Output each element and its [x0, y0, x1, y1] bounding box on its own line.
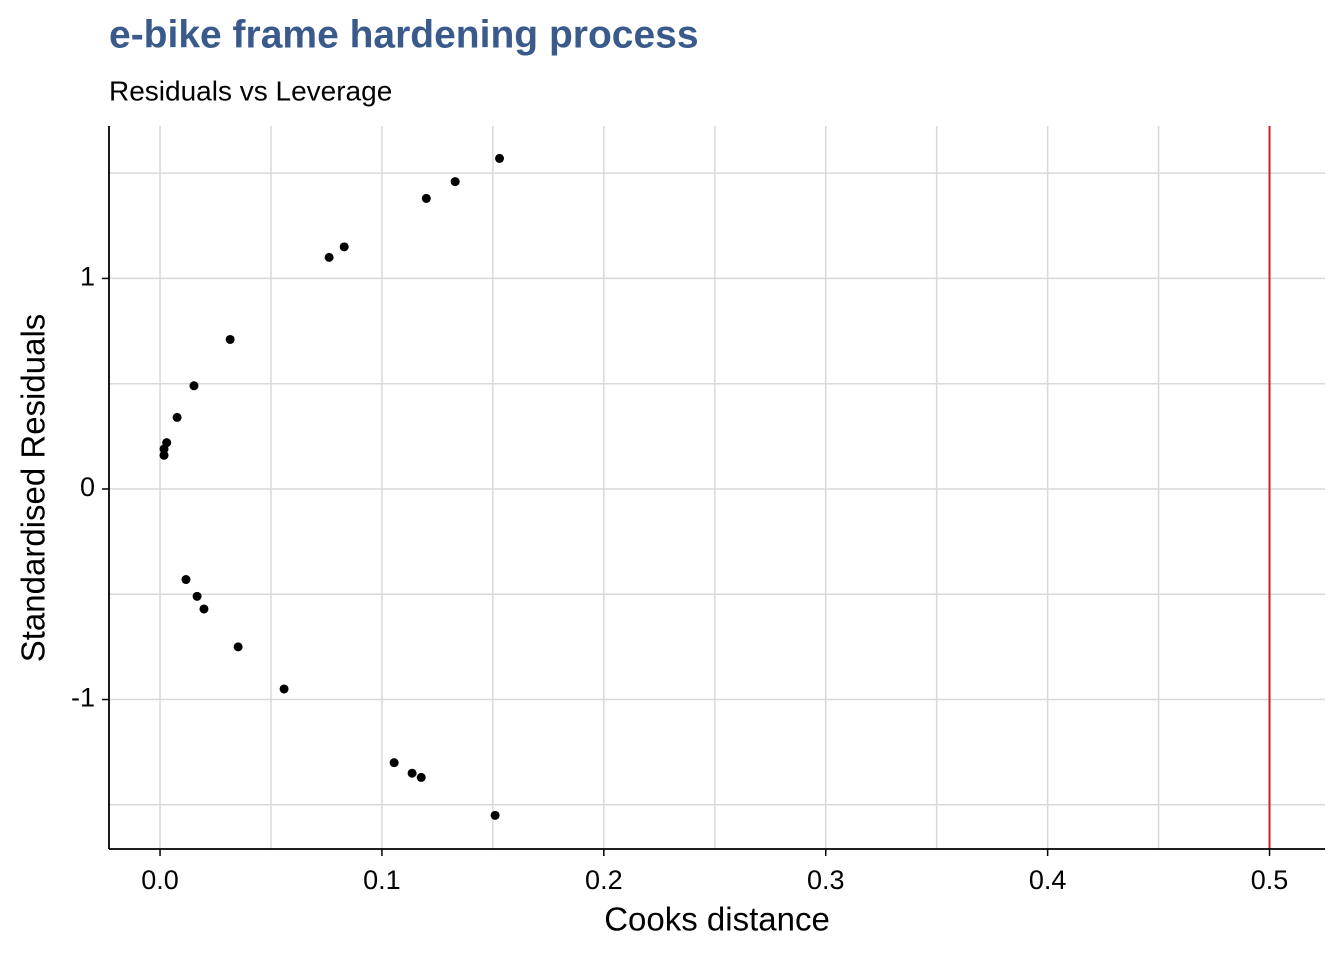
point — [339, 242, 349, 252]
point — [233, 642, 243, 652]
x-tick-label: 0.4 — [1029, 865, 1067, 895]
y-tick-label: 0 — [80, 472, 95, 502]
point — [324, 252, 334, 262]
x-tick-label: 0.5 — [1251, 865, 1289, 895]
chart-title: e-bike frame hardening process — [109, 13, 699, 56]
x-tick-label: 0.1 — [363, 865, 401, 895]
point — [495, 153, 505, 163]
point — [199, 604, 209, 614]
x-tick-label: 0.0 — [141, 865, 179, 895]
point — [172, 412, 182, 422]
point — [416, 772, 426, 782]
y-axis-label: Standardised Residuals — [15, 314, 52, 663]
point — [181, 575, 191, 585]
y-tick-label: -1 — [71, 683, 95, 713]
point — [192, 591, 202, 601]
point — [279, 684, 289, 694]
point — [407, 768, 417, 778]
point — [162, 438, 172, 448]
point — [225, 334, 235, 344]
point — [490, 810, 500, 820]
x-tick-label: 0.2 — [585, 865, 623, 895]
x-tick-label: 0.3 — [807, 865, 845, 895]
point — [189, 381, 199, 391]
chart-subtitle: Residuals vs Leverage — [109, 75, 392, 106]
point — [450, 177, 460, 187]
y-tick-label: 1 — [80, 262, 95, 292]
x-axis-label: Cooks distance — [604, 901, 830, 938]
point — [389, 758, 399, 768]
point — [159, 450, 169, 460]
point — [421, 193, 431, 203]
